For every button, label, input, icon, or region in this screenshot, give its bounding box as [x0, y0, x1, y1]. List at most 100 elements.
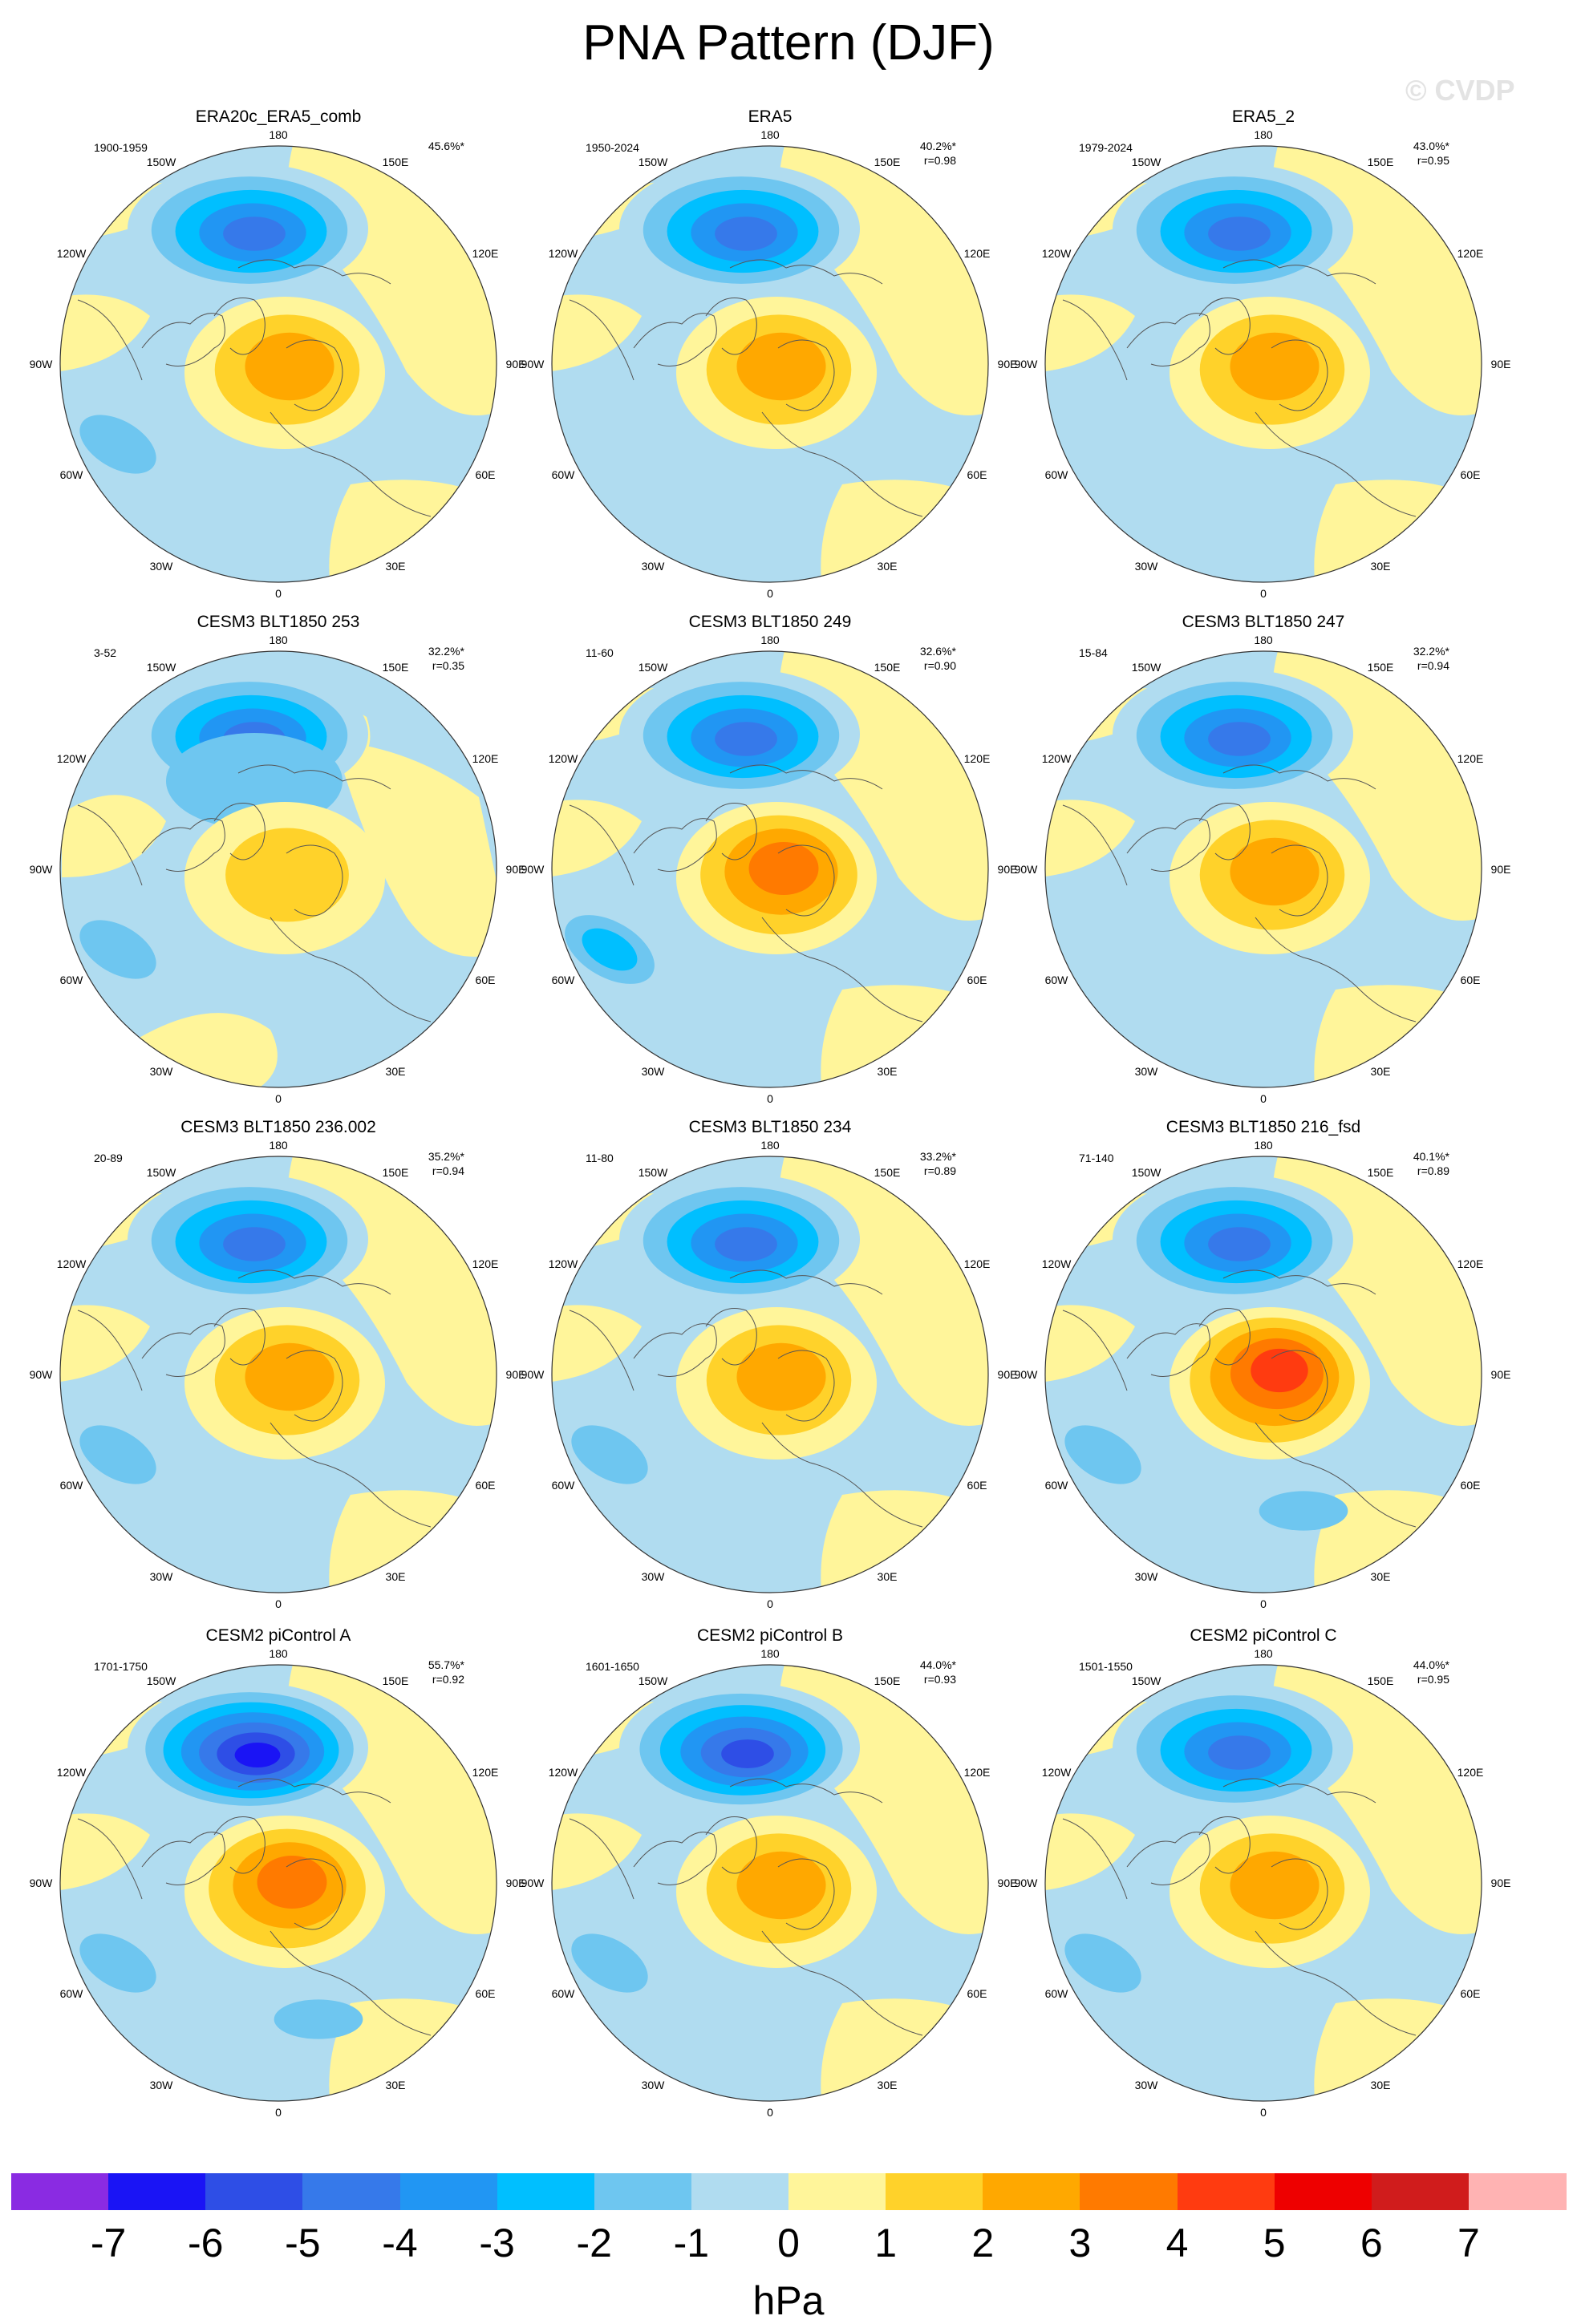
map-border [59, 1156, 497, 1593]
longitude-label: 60E [475, 1987, 496, 2000]
map-panel: CESM3 BLT1850 236.002 20-89 35.2%* r=0.94 18… [30, 1118, 527, 1623]
coastline [777, 1350, 835, 1422]
coastline [633, 1323, 717, 1377]
positive-anomaly-region [60, 1813, 150, 1891]
polar-map [59, 145, 497, 583]
longitude-label: 120E [472, 247, 499, 260]
positive-anomaly-region [1314, 480, 1482, 582]
map-panel: CESM3 BLT1850 216_fsd 71-140 40.1%* r=0.89 1… [1015, 1118, 1512, 1623]
map-border [551, 1156, 989, 1593]
panel-pattern-correlation: r=0.95 [1417, 154, 1449, 167]
high-pressure-contour [1230, 332, 1320, 401]
panel-years: 15-84 [1079, 646, 1108, 659]
panel-title: ERA20c_ERA5_comb [195, 107, 362, 126]
longitude-label: 120W [1041, 752, 1072, 765]
coastline [633, 1832, 717, 1885]
longitude-label: 60W [551, 1479, 575, 1492]
longitude-label: 30E [385, 560, 406, 573]
coastline [237, 764, 391, 790]
longitude-label: 90E [1490, 863, 1511, 876]
longitude-label: 180 [760, 1647, 780, 1660]
coastline [761, 1422, 923, 1528]
positive-anomaly-region [821, 985, 988, 1087]
longitude-label: 60W [551, 468, 575, 481]
longitude-label: 150W [1131, 156, 1161, 168]
panel-years: 1701-1750 [94, 1660, 148, 1673]
longitude-label: 30E [877, 2079, 898, 2091]
colorbar-box [497, 2173, 595, 2210]
longitude-label: 0 [767, 1597, 773, 1610]
longitude-label: 150W [1131, 1166, 1161, 1179]
subtropical-low-contour [79, 1933, 156, 1993]
longitude-label: 30E [385, 1065, 406, 1078]
colorbar-box [11, 2173, 109, 2210]
subtropical-low-contour [571, 1933, 648, 1993]
watermark: © CVDP [1405, 74, 1515, 107]
longitude-label: 60E [967, 1479, 987, 1492]
longitude-label: 0 [1260, 587, 1267, 600]
coastline [1222, 259, 1376, 285]
longitude-label: 180 [269, 1139, 288, 1152]
positive-anomaly-region [334, 741, 497, 957]
polar-map [1044, 1156, 1482, 1593]
positive-anomaly-region [821, 480, 988, 582]
longitude-label: 0 [767, 2106, 773, 2119]
coastline [761, 1930, 923, 2036]
coastline [1255, 1930, 1417, 2036]
map-panel: ERA5 1950-2024 40.2%* r=0.98 180 0 90W 90E 150W 1… [521, 107, 1019, 613]
longitude-label: 180 [760, 634, 780, 646]
colorbar-box [399, 2173, 498, 2210]
longitude-label: 90W [521, 358, 545, 370]
pacific-low-contour [234, 1742, 281, 1768]
coastline [141, 1323, 225, 1377]
colorbar-tick-label: -2 [576, 2221, 612, 2265]
panel-variance-pct: 33.2%* [919, 1150, 956, 1163]
coastline [213, 298, 266, 355]
panel-pattern-correlation: r=0.92 [432, 1673, 464, 1686]
panel-years: 1950-2024 [586, 141, 639, 154]
longitude-label: 90W [29, 1368, 53, 1381]
longitude-label: 30W [149, 1570, 173, 1583]
atlantic-low-contour [274, 1999, 363, 2039]
coastline [633, 313, 717, 366]
colorbar-tick-label: -6 [188, 2221, 224, 2265]
longitude-label: 90W [1014, 863, 1038, 876]
map-panel: CESM2 piControl C 1501-1550 44.0%* r=0.95 18… [1015, 1626, 1512, 2132]
longitude-label: 150E [874, 661, 901, 674]
longitude-label: 90W [29, 358, 53, 370]
panel-pattern-correlation: r=0.95 [1417, 1673, 1449, 1686]
longitude-label: 120W [548, 1257, 578, 1270]
longitude-label: 30W [641, 560, 665, 573]
longitude-label: 150W [638, 1166, 668, 1179]
high-pressure-contour [1251, 1348, 1308, 1393]
panel-title: CESM3 BLT1850 253 [197, 613, 360, 631]
longitude-label: 150E [874, 1166, 901, 1179]
colorbar-tick-label: -7 [90, 2221, 127, 2265]
subtropical-low-contour [582, 928, 638, 971]
longitude-label: 180 [760, 1139, 780, 1152]
panel-title: CESM3 BLT1850 216_fsd [1166, 1118, 1361, 1136]
coastline [1062, 299, 1128, 381]
positive-anomaly-region [821, 1490, 988, 1593]
coastline [705, 803, 757, 860]
panel-title: ERA5 [748, 107, 793, 126]
pacific-low-contour [715, 722, 777, 756]
high-pressure-contour [736, 1851, 826, 1920]
coastline [1062, 1818, 1128, 1900]
subtropical-low-contour [571, 1425, 648, 1484]
longitude-label: 60W [551, 974, 575, 986]
longitude-label: 60W [1044, 468, 1068, 481]
colorbar-box [788, 2173, 886, 2210]
polar-map [551, 1664, 989, 2102]
longitude-label: 150E [382, 156, 409, 168]
colorbar-box [1177, 2173, 1275, 2210]
longitude-label: 120E [472, 1257, 499, 1270]
longitude-label: 0 [1260, 1597, 1267, 1610]
longitude-label: 120W [56, 1766, 87, 1779]
coastline [1271, 339, 1328, 411]
positive-anomaly-region [1045, 1813, 1135, 1891]
colorbar-tick-label: 3 [1068, 2221, 1092, 2265]
map-border [1044, 1156, 1482, 1593]
longitude-label: 150E [382, 1674, 409, 1687]
coastline [1126, 313, 1210, 366]
